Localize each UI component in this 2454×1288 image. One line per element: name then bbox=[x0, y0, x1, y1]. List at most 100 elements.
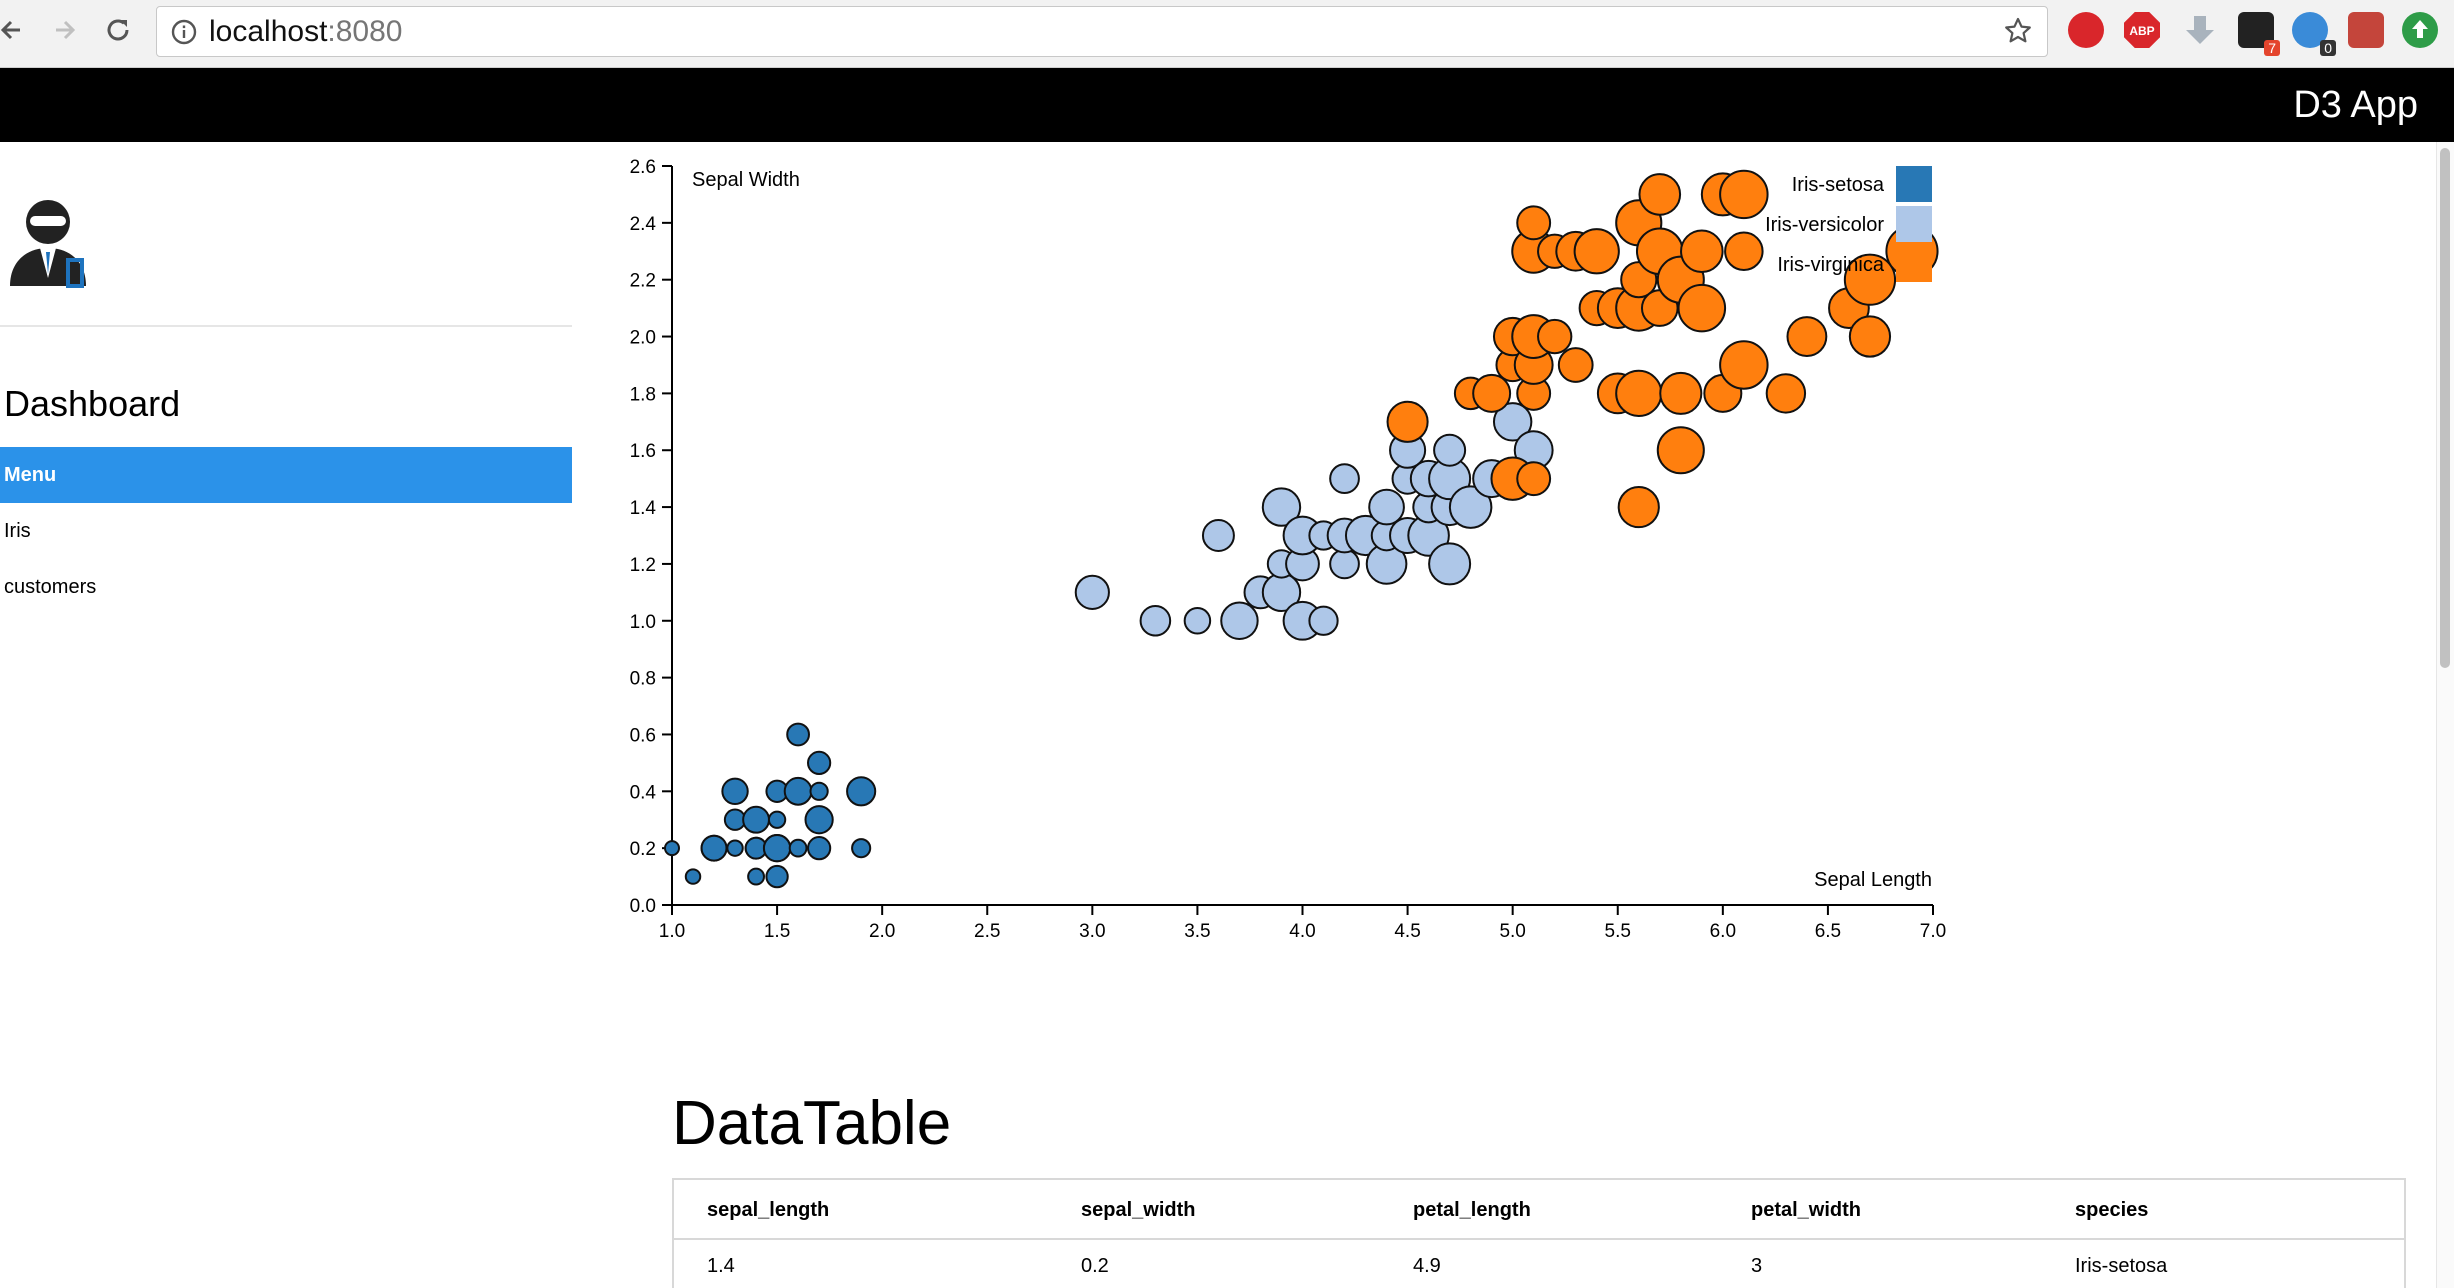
data-point[interactable] bbox=[1573, 228, 1620, 275]
table-cell: 1.4 bbox=[707, 1255, 735, 1277]
data-point[interactable] bbox=[1843, 253, 1897, 306]
upload-extension-icon[interactable] bbox=[2402, 12, 2438, 48]
y-tick-label: 0.2 bbox=[630, 839, 656, 860]
x-tick-label: 1.0 bbox=[659, 921, 685, 942]
data-point[interactable] bbox=[1615, 369, 1663, 417]
data-point[interactable] bbox=[1433, 433, 1467, 467]
sidebar-divider bbox=[0, 325, 572, 327]
amazon-extension-icon[interactable]: 7 bbox=[2238, 12, 2280, 56]
data-point[interactable] bbox=[1516, 205, 1552, 241]
data-point[interactable] bbox=[1617, 485, 1660, 529]
y-tick-label: 2.4 bbox=[630, 214, 657, 235]
data-point[interactable] bbox=[1719, 169, 1769, 220]
data-point[interactable] bbox=[807, 836, 832, 861]
download-extension-icon[interactable] bbox=[2182, 12, 2218, 48]
table-header-row: sepal_length sepal_width petal_length pe… bbox=[674, 1180, 2404, 1240]
data-point[interactable] bbox=[1220, 601, 1259, 640]
table-cell: Iris-setosa bbox=[2075, 1255, 2168, 1277]
data-point[interactable] bbox=[762, 834, 792, 863]
data-point[interactable] bbox=[765, 864, 789, 889]
data-point[interactable] bbox=[1329, 463, 1360, 495]
bug-extension-icon[interactable] bbox=[2348, 12, 2384, 48]
column-header-sepal-width[interactable]: sepal_width bbox=[1081, 1199, 1196, 1221]
sidebar-item-customers[interactable]: customers bbox=[4, 576, 97, 598]
data-point[interactable] bbox=[767, 810, 787, 829]
data-point[interactable] bbox=[1074, 574, 1110, 610]
data-point[interactable] bbox=[726, 839, 744, 857]
column-header-petal-width[interactable]: petal_width bbox=[1751, 1199, 1862, 1221]
y-tick-label: 2.6 bbox=[630, 157, 656, 178]
column-header-species[interactable]: species bbox=[2075, 1199, 2149, 1221]
reload-button[interactable] bbox=[96, 8, 140, 52]
svg-text:ABP: ABP bbox=[2129, 24, 2154, 38]
data-point[interactable] bbox=[700, 834, 728, 862]
data-point[interactable] bbox=[1724, 231, 1764, 271]
data-point[interactable] bbox=[747, 867, 765, 886]
data-point[interactable] bbox=[684, 868, 702, 885]
url-port: :8080 bbox=[327, 15, 403, 48]
url-host: localhost bbox=[209, 15, 328, 48]
data-point[interactable] bbox=[1848, 315, 1892, 358]
column-header-sepal-length[interactable]: sepal_length bbox=[707, 1199, 830, 1221]
data-point[interactable] bbox=[1680, 229, 1724, 274]
adblock-plus-extension-icon[interactable]: ABP bbox=[2124, 12, 2160, 48]
data-point[interactable] bbox=[1428, 542, 1472, 586]
avatar bbox=[10, 200, 86, 288]
data-point[interactable] bbox=[788, 838, 808, 858]
table-cell: 3 bbox=[1751, 1255, 1763, 1277]
scrollbar-thumb[interactable] bbox=[2440, 148, 2450, 668]
sidebar-title: Dashboard bbox=[4, 383, 181, 424]
data-point[interactable] bbox=[1557, 347, 1594, 383]
data-point[interactable] bbox=[1261, 487, 1302, 527]
data-point[interactable] bbox=[851, 838, 872, 859]
data-point[interactable] bbox=[783, 776, 813, 806]
star-icon[interactable] bbox=[2003, 16, 2033, 46]
data-table: sepal_length sepal_width petal_length pe… bbox=[672, 1178, 2406, 1288]
data-point[interactable] bbox=[1386, 400, 1429, 443]
column-header-petal-length[interactable]: petal_length bbox=[1413, 1199, 1531, 1221]
address-bar[interactable]: localhost:8080 bbox=[156, 6, 2048, 57]
sidebar-item-menu[interactable]: Menu bbox=[0, 447, 572, 503]
data-point[interactable] bbox=[1139, 604, 1172, 637]
data-point[interactable] bbox=[1677, 283, 1727, 333]
data-point[interactable] bbox=[1368, 488, 1405, 526]
sidebar-item-iris[interactable]: Iris bbox=[4, 520, 31, 542]
data-point[interactable] bbox=[1537, 318, 1573, 355]
data-point[interactable] bbox=[1329, 548, 1360, 580]
y-tick-label: 1.2 bbox=[630, 555, 656, 576]
data-point[interactable] bbox=[664, 840, 680, 857]
data-point[interactable] bbox=[1786, 316, 1828, 357]
data-point[interactable] bbox=[786, 722, 810, 747]
data-point[interactable] bbox=[846, 776, 877, 807]
data-point[interactable] bbox=[1656, 426, 1705, 475]
forward-button[interactable] bbox=[42, 8, 86, 52]
legend-swatch bbox=[1896, 206, 1932, 242]
data-point[interactable] bbox=[1201, 519, 1235, 552]
data-point[interactable] bbox=[1638, 173, 1682, 216]
info-icon bbox=[171, 19, 197, 45]
data-point[interactable] bbox=[1448, 485, 1493, 529]
data-point[interactable] bbox=[721, 777, 749, 805]
back-button[interactable] bbox=[0, 8, 34, 52]
table-cell: 0.2 bbox=[1081, 1255, 1109, 1277]
data-point[interactable] bbox=[742, 805, 770, 834]
tab-counter-extension-icon[interactable]: 0 bbox=[2292, 12, 2336, 56]
data-point[interactable] bbox=[1765, 373, 1807, 414]
data-point[interactable] bbox=[1308, 605, 1339, 636]
data-point[interactable] bbox=[1719, 340, 1769, 390]
data-point[interactable] bbox=[1659, 371, 1703, 415]
data-point[interactable] bbox=[1472, 373, 1512, 413]
x-tick-label: 6.5 bbox=[1815, 921, 1841, 942]
data-point[interactable] bbox=[804, 805, 834, 835]
extension-badge: 0 bbox=[2320, 40, 2336, 56]
data-point[interactable] bbox=[809, 781, 829, 801]
y-tick-label: 0.6 bbox=[630, 725, 656, 746]
y-tick-label: 1.6 bbox=[630, 441, 656, 462]
data-point[interactable] bbox=[1183, 607, 1212, 635]
data-point[interactable] bbox=[807, 750, 832, 775]
data-point[interactable] bbox=[1492, 402, 1533, 442]
y-tick-label: 1.8 bbox=[630, 384, 656, 405]
data-point[interactable] bbox=[1516, 461, 1552, 497]
stop-hand-extension-icon[interactable] bbox=[2068, 12, 2104, 48]
legend-label: Iris-setosa bbox=[1792, 174, 1885, 196]
